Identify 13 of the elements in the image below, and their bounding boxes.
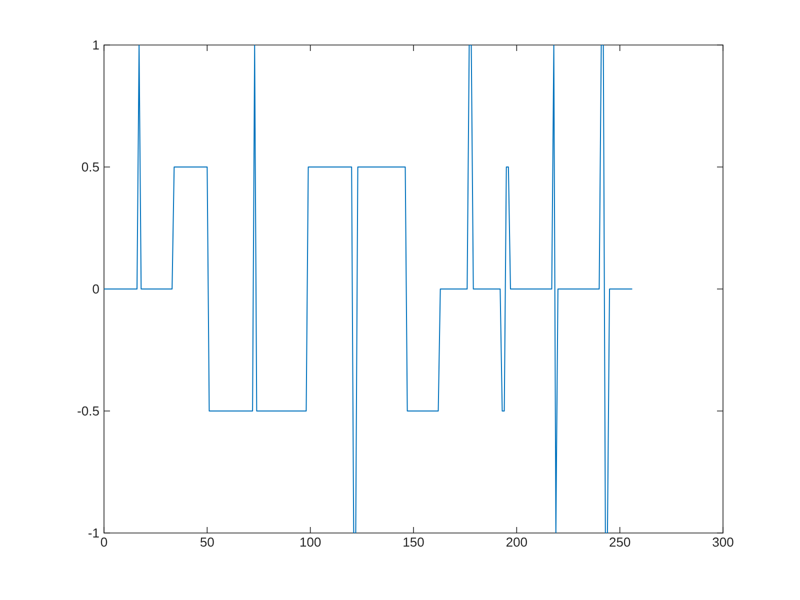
y-tick-label: 1 <box>93 40 99 50</box>
x-tick-label: 100 <box>300 538 321 547</box>
y-tick-label: 0.5 <box>82 162 99 172</box>
y-tick-label: 0 <box>92 284 99 294</box>
y-tick-label: -0.5 <box>78 406 99 416</box>
x-tick-label: 300 <box>712 538 734 547</box>
x-tick-label: 0 <box>100 538 108 547</box>
x-tick-label: 200 <box>506 538 527 547</box>
line-series <box>104 44 633 533</box>
x-tick-label: 250 <box>610 538 630 547</box>
x-tick-label: 50 <box>200 538 214 547</box>
y-tick-label: -1 <box>88 528 99 538</box>
x-tick-label: 150 <box>404 538 424 547</box>
